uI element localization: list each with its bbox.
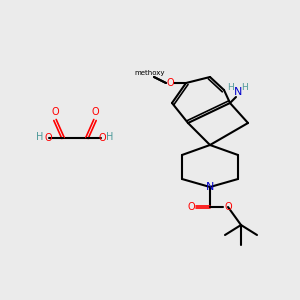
Text: H: H bbox=[242, 82, 248, 91]
Text: N: N bbox=[206, 182, 214, 192]
Text: H: H bbox=[36, 132, 44, 142]
Text: O: O bbox=[166, 78, 174, 88]
Text: N: N bbox=[234, 87, 242, 97]
Text: O: O bbox=[44, 133, 52, 143]
Text: methoxy: methoxy bbox=[135, 70, 165, 76]
Text: O: O bbox=[98, 133, 106, 143]
Text: O: O bbox=[187, 202, 195, 212]
Text: H: H bbox=[106, 132, 114, 142]
Text: O: O bbox=[224, 202, 232, 212]
Text: H: H bbox=[228, 82, 234, 91]
Text: O: O bbox=[91, 107, 99, 117]
Text: O: O bbox=[51, 107, 59, 117]
